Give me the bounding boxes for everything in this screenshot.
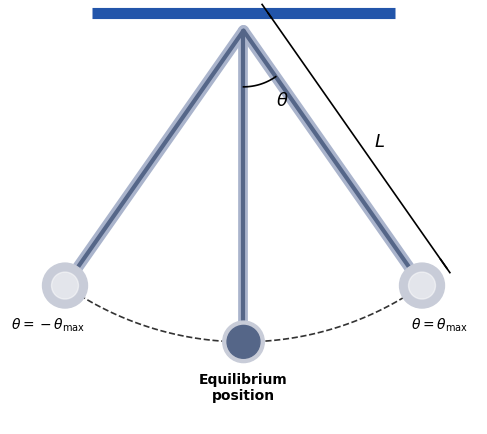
Circle shape (227, 326, 260, 358)
Circle shape (409, 273, 435, 299)
Circle shape (52, 273, 78, 299)
Text: $\theta = -\theta_{\rm max}$: $\theta = -\theta_{\rm max}$ (11, 316, 85, 333)
Text: Equilibrium
position: Equilibrium position (199, 372, 288, 402)
Text: $\theta = \theta_{\rm max}$: $\theta = \theta_{\rm max}$ (411, 316, 468, 333)
Text: θ: θ (277, 92, 288, 109)
Circle shape (223, 321, 264, 363)
Circle shape (399, 263, 445, 308)
Text: L: L (375, 132, 385, 151)
Circle shape (42, 263, 88, 308)
